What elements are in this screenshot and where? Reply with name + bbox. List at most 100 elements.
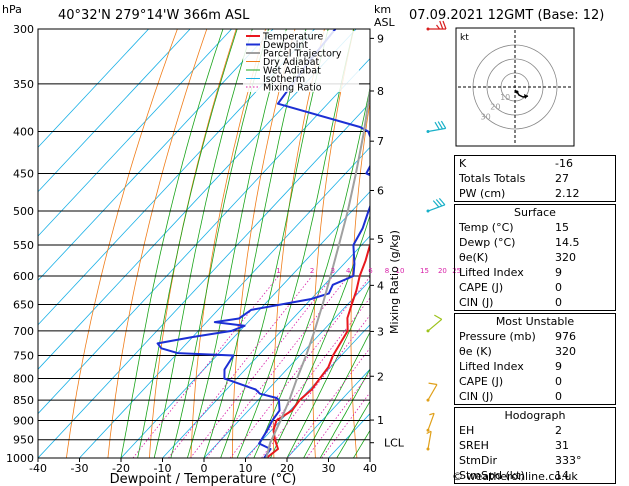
wind-barb-staff — [427, 413, 435, 431]
wind-barb-base — [426, 398, 430, 402]
pressure-tick-label: 350 — [13, 78, 34, 91]
unstable-label: CIN (J) — [459, 390, 494, 403]
surface-row: Lifted Index 9 — [455, 265, 615, 280]
surface-row: Dewp (°C) 14.5 — [455, 235, 615, 250]
isotherm-line — [38, 29, 232, 237]
index-value: 2.12 — [555, 187, 580, 200]
unstable-row: CIN (J) 0 — [455, 389, 615, 404]
unstable-row: Lifted Index 9 — [455, 359, 615, 374]
dry-adiabat-line — [66, 29, 178, 458]
surface-label: CAPE (J) — [459, 281, 504, 294]
wind-barb-flag — [434, 314, 443, 320]
wind-barb-flag — [442, 20, 447, 30]
pressure-unit-label: hPa — [2, 3, 22, 16]
isotherm-line — [38, 29, 149, 148]
wind-barb-flag — [426, 430, 432, 435]
index-label: K — [459, 157, 467, 170]
pressure-tick-label: 800 — [13, 372, 34, 385]
index-label: Totals Totals — [459, 172, 526, 185]
dry-adiabat-line — [618, 29, 629, 458]
wind-barb-base — [426, 447, 430, 451]
hodograph-ring-label: 30 — [481, 112, 491, 121]
surface-value: 320 — [555, 251, 576, 264]
wind-barb-flag — [432, 200, 440, 208]
mixing-ratio-axis-label: Mixing Ratio (g/kg) — [388, 230, 401, 334]
legend-entry: Parcel Trajectory — [263, 49, 342, 60]
pressure-tick-label: 400 — [13, 126, 34, 139]
wind-barb-base — [426, 428, 430, 432]
isotherm-line — [38, 29, 357, 370]
mixing-ratio-line — [132, 275, 279, 458]
pressure-tick-label: 1000 — [6, 452, 34, 465]
wind-barb-flag — [440, 120, 447, 129]
mixing-ratio-label: 8 — [385, 267, 389, 275]
isotherm-line — [286, 368, 370, 458]
km-tick-label: 6 — [377, 184, 384, 197]
surface-title: Surface — [514, 206, 556, 219]
mixing-ratio-line — [190, 275, 334, 458]
pressure-tick-label: 750 — [13, 349, 34, 362]
unstable-value: 9 — [555, 360, 562, 373]
x-tick-label: -30 — [71, 462, 89, 475]
km-tick-label: 7 — [377, 135, 384, 148]
isotherm-line — [38, 29, 315, 326]
hodo-value: 14 — [555, 469, 569, 482]
x-tick-label: -10 — [154, 462, 172, 475]
most-unstable-box: Most Unstable Pressure (mb) 976 θe (K) 320 L… — [454, 313, 616, 405]
surface-row: θe(K) 320 — [455, 250, 615, 265]
hodograph-ring-label: 20 — [490, 103, 500, 112]
hodo-label: StmSpd (kt) — [459, 469, 525, 482]
isotherm-line — [203, 279, 370, 458]
x-tick-label: -40 — [29, 462, 47, 475]
hodo-label: StmDir — [459, 454, 498, 467]
legend-entry: Dewpoint — [263, 40, 308, 51]
location-title: 40°32'N 279°14'W 366m ASL — [58, 8, 250, 23]
mixing-ratio-label: 1 — [276, 267, 280, 275]
isotherm-line — [38, 29, 274, 282]
km-tick-label: 9 — [377, 32, 384, 45]
asl-unit-label: ASL — [374, 16, 396, 29]
unstable-row: θe (K) 320 — [455, 344, 615, 359]
wind-barb-flag — [437, 121, 444, 130]
surface-value: 14.5 — [555, 236, 580, 249]
unstable-row: CAPE (J) 0 — [455, 374, 615, 389]
wind-barb-base — [426, 27, 430, 31]
wind-barb-base — [426, 130, 430, 134]
x-axis-label: Dewpoint / Temperature (°C) — [110, 472, 297, 486]
hodograph-title: Hodograph — [504, 409, 566, 422]
wind-barb-staff — [427, 127, 446, 133]
isotherm-line — [245, 324, 370, 458]
pressure-tick-label: 300 — [13, 23, 34, 36]
surface-value: 15 — [555, 221, 569, 234]
pressure-tick-label: 600 — [13, 270, 34, 283]
km-tick-label: 1 — [377, 414, 384, 427]
wind-barb-staff — [427, 318, 443, 332]
wet-adiabat-line — [153, 29, 253, 458]
mixing-ratio-line — [229, 275, 370, 458]
mixing-ratio-label: 4 — [346, 267, 351, 275]
legend-box — [243, 31, 359, 92]
km-tick-label: 5 — [377, 233, 384, 246]
wind-barb-flag — [429, 412, 435, 416]
date-title: 07.09.2021 12GMT (Base: 12) — [409, 8, 604, 23]
dry-adiabat-line — [107, 29, 208, 458]
hodo-label: EH — [459, 424, 475, 437]
surface-row: Temp (°C) 15 — [455, 220, 615, 235]
hodograph-arrow — [524, 94, 528, 99]
x-tick-label: -20 — [112, 462, 130, 475]
surface-row: CIN (J) 0 — [455, 295, 615, 310]
surface-box: Surface Temp (°C) 15 Dewp (°C) 14.5 θe(K) 320… — [454, 204, 616, 311]
wind-barb-flag — [428, 382, 438, 386]
hodograph-box: Hodograph EH 2 SREH 31 StmDir 333° StmSpd (kt)… — [454, 407, 616, 484]
hodo-row: EH 2 — [455, 423, 615, 438]
legend-entry: Mixing Ratio — [263, 83, 322, 94]
mixing-ratio-label: 25 — [452, 267, 461, 275]
surface-label: Lifted Index — [459, 266, 524, 279]
pressure-tick-label: 900 — [13, 414, 34, 427]
pressure-tick-label: 650 — [13, 299, 34, 312]
pressure-tick-label: 450 — [13, 167, 34, 180]
wind-barb-staff — [427, 204, 446, 212]
mixing-ratio-label: 2 — [310, 267, 314, 275]
